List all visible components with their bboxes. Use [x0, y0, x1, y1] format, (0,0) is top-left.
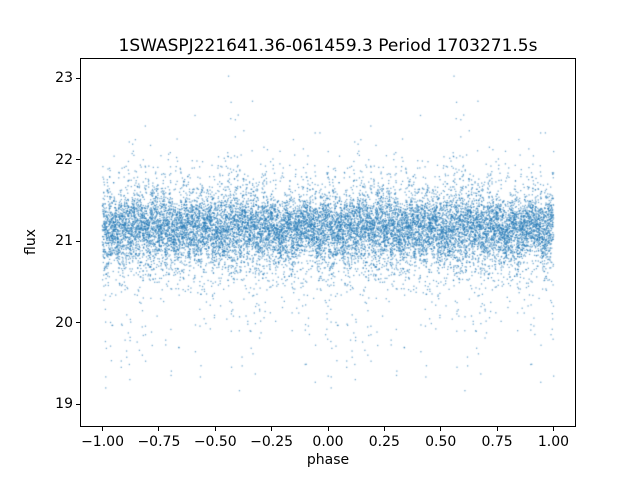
- x-tick-mark: [214, 427, 216, 431]
- y-tick-label: 22: [55, 151, 73, 168]
- x-tick-mark: [496, 427, 498, 431]
- x-tick-label: −0.75: [137, 434, 181, 450]
- x-tick-mark: [158, 427, 160, 431]
- y-tick-mark: [76, 159, 80, 161]
- x-tick-label: 1.00: [537, 434, 570, 450]
- y-axis-label: flux: [23, 229, 39, 255]
- x-tick-mark: [440, 427, 442, 431]
- x-axis-label: phase: [306, 452, 350, 468]
- x-tick-label: −1.00: [81, 434, 124, 450]
- x-tick-label: 0.75: [481, 434, 513, 450]
- x-tick-label: −0.25: [250, 434, 294, 450]
- y-tick-mark: [76, 240, 80, 242]
- x-tick-mark: [271, 427, 273, 431]
- y-tick-label: 21: [55, 233, 73, 250]
- y-tick-mark: [76, 403, 80, 405]
- x-tick-label: 0.25: [368, 434, 400, 450]
- x-tick-mark: [552, 427, 554, 431]
- y-tick-label: 23: [55, 70, 73, 87]
- x-tick-label: 0.50: [425, 434, 457, 450]
- y-tick-label: 19: [55, 396, 73, 413]
- chart-title: 1SWASPJ221641.36-061459.3 Period 1703271…: [118, 36, 538, 56]
- scatter-points-canvas: [80, 58, 576, 427]
- y-tick-label: 20: [55, 314, 73, 331]
- x-tick-mark: [327, 427, 329, 431]
- y-tick-mark: [76, 322, 80, 324]
- x-tick-label: −0.50: [193, 434, 237, 450]
- x-tick-mark: [383, 427, 385, 431]
- x-tick-label: 0.00: [312, 434, 344, 450]
- x-tick-mark: [102, 427, 104, 431]
- y-tick-mark: [76, 77, 80, 79]
